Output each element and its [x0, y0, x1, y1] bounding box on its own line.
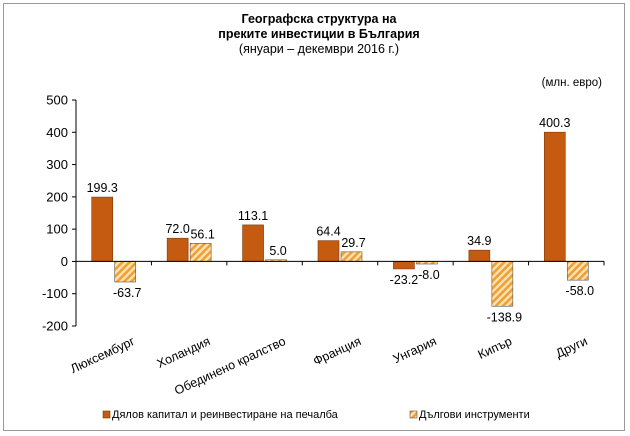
- category-label: Унгария: [391, 334, 439, 366]
- bar-equity: [91, 196, 114, 262]
- category-label: Холандия: [155, 334, 213, 371]
- bar-debt: [189, 243, 212, 262]
- data-label-debt: -58.0: [566, 284, 595, 298]
- data-label-equity: 34.9: [467, 234, 491, 248]
- bar-debt: [114, 261, 137, 283]
- bar-equity: [393, 261, 415, 270]
- data-label-debt: -138.9: [487, 310, 522, 324]
- data-label-equity: 64.4: [316, 225, 340, 239]
- y-tick-label: -200: [42, 319, 68, 334]
- bar-debt: [340, 251, 363, 262]
- bar-chart: Географска структура на преките инвестиц…: [42, 12, 605, 421]
- legend-label-equity: Дялов капитал и реинвестиране на печалба: [112, 409, 339, 421]
- category-label: Други: [554, 334, 590, 361]
- data-label-debt: 29.7: [341, 236, 365, 250]
- category-label: Франция: [311, 334, 363, 368]
- data-label-equity: 72.0: [165, 222, 189, 236]
- chart-title-line1: Географска структура на: [242, 12, 398, 26]
- bar-equity: [468, 249, 491, 262]
- y-tick-label: -100: [42, 286, 68, 301]
- unit-label: (млн. евро): [542, 77, 602, 89]
- legend-label-debt: Дългови инструменти: [419, 409, 530, 421]
- category-label: Люксембург: [68, 334, 137, 376]
- y-axis-ticks: 500 400 300 200 100 0 -100 -200: [42, 93, 76, 334]
- data-label-equity: -23.2: [390, 273, 419, 287]
- y-tick-label: 200: [46, 189, 68, 204]
- y-tick-label: 400: [46, 125, 68, 140]
- chart-frame: Географска структура на преките инвестиц…: [3, 3, 625, 431]
- axes-group: [75, 100, 605, 326]
- bars-group: [91, 131, 589, 307]
- y-tick-label: 500: [46, 93, 68, 108]
- data-label-debt: -8.0: [418, 268, 440, 282]
- legend: Дялов капитал и реинвестиране на печалба…: [102, 409, 530, 421]
- bar-equity: [242, 224, 264, 262]
- bar-debt: [566, 261, 589, 281]
- bar-equity: [543, 131, 566, 262]
- data-label-equity: 400.3: [539, 116, 570, 130]
- data-label-debt: 56.1: [190, 227, 214, 241]
- bar-debt: [491, 261, 514, 307]
- bar-equity: [317, 240, 340, 262]
- legend-swatch-debt: [409, 410, 418, 419]
- data-label-debt: 5.0: [269, 244, 286, 258]
- data-label-equity: 199.3: [87, 181, 118, 195]
- y-tick-label: 300: [46, 157, 68, 172]
- chart-title-line2: преките инвестиции в България: [218, 27, 419, 41]
- data-labels-group: 199.3-63.772.0 56.1113.15.064.429.7-23.2-…: [87, 116, 595, 324]
- y-tick-label: 100: [46, 222, 68, 237]
- data-label-equity: 113.1: [238, 209, 268, 223]
- chart-subtitle: (януари – декември 2016 г.): [239, 42, 399, 56]
- y-tick-label: 0: [61, 254, 68, 269]
- category-label: Кипър: [476, 334, 514, 362]
- data-label-debt: -63.7: [113, 286, 142, 300]
- legend-swatch-equity: [102, 410, 111, 419]
- bar-equity: [166, 237, 189, 262]
